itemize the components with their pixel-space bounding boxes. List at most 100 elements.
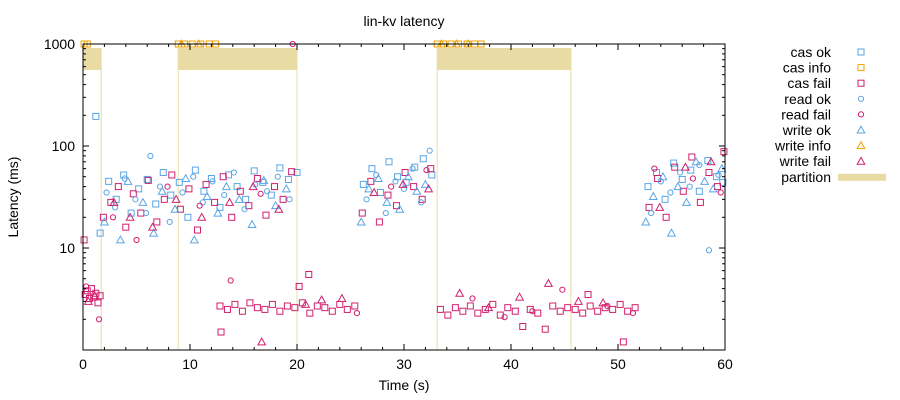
data-point [228,213,236,221]
data-point [651,165,658,172]
data-point [83,287,91,295]
legend-marker [857,95,865,102]
data-point [358,209,366,217]
data-point [559,286,566,293]
data-point [481,305,489,313]
data-point [306,309,314,317]
data-point [248,181,258,191]
legend-item-cas_fail: cas fail [787,75,865,91]
data-point [160,195,168,203]
data-point [268,300,276,308]
data-point [328,307,336,315]
data-point [181,173,191,183]
data-point [225,171,233,179]
data-point [619,338,627,346]
partition-band-1 [178,48,297,70]
data-point [148,228,159,237]
data-point [284,175,292,183]
y-tick-label: 10 [59,240,75,256]
series-read-ok [103,147,722,254]
data-point [392,178,399,185]
data-point [598,298,608,307]
data-point [666,228,677,237]
data-point [715,171,722,179]
data-point [423,167,430,174]
data-point [95,316,103,323]
data-point [529,308,536,315]
data-point [253,304,261,312]
data-point [207,175,215,183]
data-point [242,195,250,203]
data-point [489,300,497,308]
data-point [133,236,140,244]
x-tick-label: 30 [396,356,412,372]
data-point [81,291,89,299]
data-point [584,291,592,299]
data-point [223,305,231,313]
data-point [238,307,246,315]
data-point [444,311,452,319]
data-point [556,307,564,315]
data-point [705,168,713,176]
data-point [202,191,212,200]
legend-item-write_info: write info [774,138,866,154]
legend-label: write info [774,138,831,154]
data-point [519,322,527,330]
data-point [373,173,383,183]
data-point [382,197,392,206]
data-point [695,187,703,195]
y-tick-label: 100 [52,138,76,154]
data-point [257,337,267,346]
data-point [153,218,161,226]
data-point [316,295,327,304]
data-point [717,189,724,196]
data-point [137,209,145,217]
data-point [224,197,235,206]
legend-label: write ok [782,122,832,138]
data-point [541,325,549,333]
data-point [159,168,167,176]
data-point [428,171,436,179]
data-point [270,200,281,210]
data-point [412,186,422,195]
points-layer [80,39,728,346]
legend-item-partition: partition [781,169,886,185]
data-point [245,202,253,210]
data-point [356,217,366,226]
data-point [209,178,216,185]
legend-item-cas_info: cas info [783,60,865,76]
data-point [211,198,219,206]
data-point [631,304,639,312]
data-point [658,171,668,181]
data-point [680,162,691,171]
data-point [132,196,139,203]
data-point [678,175,686,183]
data-point [263,188,271,195]
data-point [679,187,687,195]
data-point [419,155,427,163]
data-point [648,209,655,217]
data-point [655,202,665,211]
x-axis: 0 10 20 30 40 50 60 [79,44,733,372]
x-tick-label: 40 [503,356,519,372]
data-point [359,180,367,188]
data-point [234,194,244,203]
legend-item-read_ok: read ok [784,91,865,107]
data-point [216,302,224,310]
y-axis: 10 100 1000 [44,36,725,320]
data-point [286,196,293,203]
y-axis-title: Latency (ms) [5,157,21,238]
data-point [459,307,467,315]
data-point [691,156,701,166]
data-point [143,209,150,217]
data-point [436,305,444,313]
data-point [147,222,158,231]
data-point [300,299,311,308]
data-point [216,203,224,211]
data-point [257,190,264,197]
data-point [179,189,186,196]
data-point [143,175,151,183]
partition-band-0 [83,48,102,70]
data-point [644,183,652,191]
